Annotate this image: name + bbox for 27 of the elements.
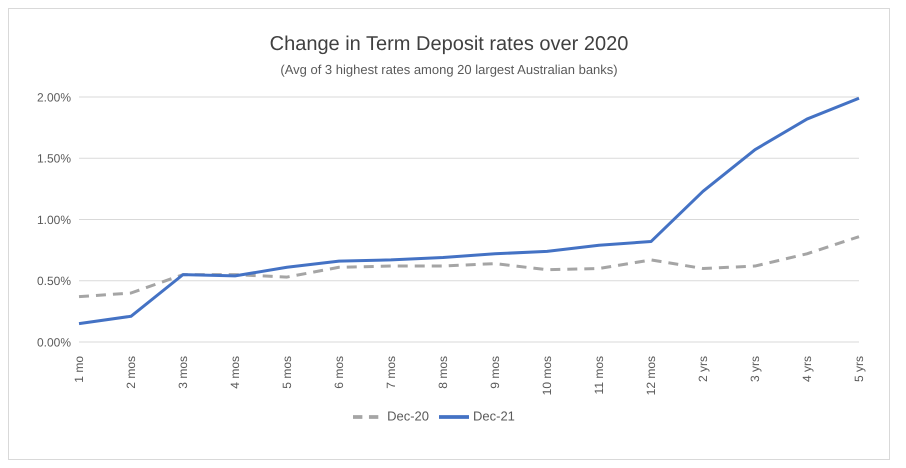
x-tick-label: 3 yrs (748, 356, 762, 382)
x-tick-label: 4 mos (228, 356, 242, 389)
y-tick-label: 1.00% (36, 212, 72, 227)
line-series (78, 97, 860, 326)
x-tick-label: 5 yrs (852, 356, 866, 382)
x-tick-label: 3 mos (176, 356, 190, 389)
chart-title: Change in Term Deposit rates over 2020 (268, 33, 630, 56)
line-series (78, 235, 860, 298)
x-tick-label: 6 mos (332, 356, 346, 389)
x-tick-label: 12 mos (644, 356, 658, 396)
legend-label: Dec-21 (473, 408, 515, 424)
x-tick-label: 2 mos (124, 356, 138, 389)
y-tick-label: 1.50% (36, 152, 72, 166)
y-tick-label: 0.00% (36, 335, 72, 350)
x-tick-label: 11 mos (592, 356, 606, 394)
chart-subtitle: (Avg of 3 highest rates among 20 largest Australian banks) (279, 62, 619, 77)
x-tick-label: 2 yrs (696, 356, 710, 382)
x-tick-label: 1 mo (72, 356, 86, 383)
x-tick-label: 7 mos (384, 356, 398, 389)
x-tick-label: 8 mos (436, 356, 450, 389)
x-tick-label: 9 mos (488, 356, 502, 389)
legend-label: Dec-20 (387, 408, 429, 424)
x-tick-label: 10 mos (540, 356, 554, 396)
y-tick-label: 2.00% (36, 90, 72, 104)
x-tick-label: 4 yrs (800, 356, 814, 382)
x-tick-label: 5 mos (280, 356, 294, 389)
y-tick-label: 0.50% (36, 274, 72, 288)
